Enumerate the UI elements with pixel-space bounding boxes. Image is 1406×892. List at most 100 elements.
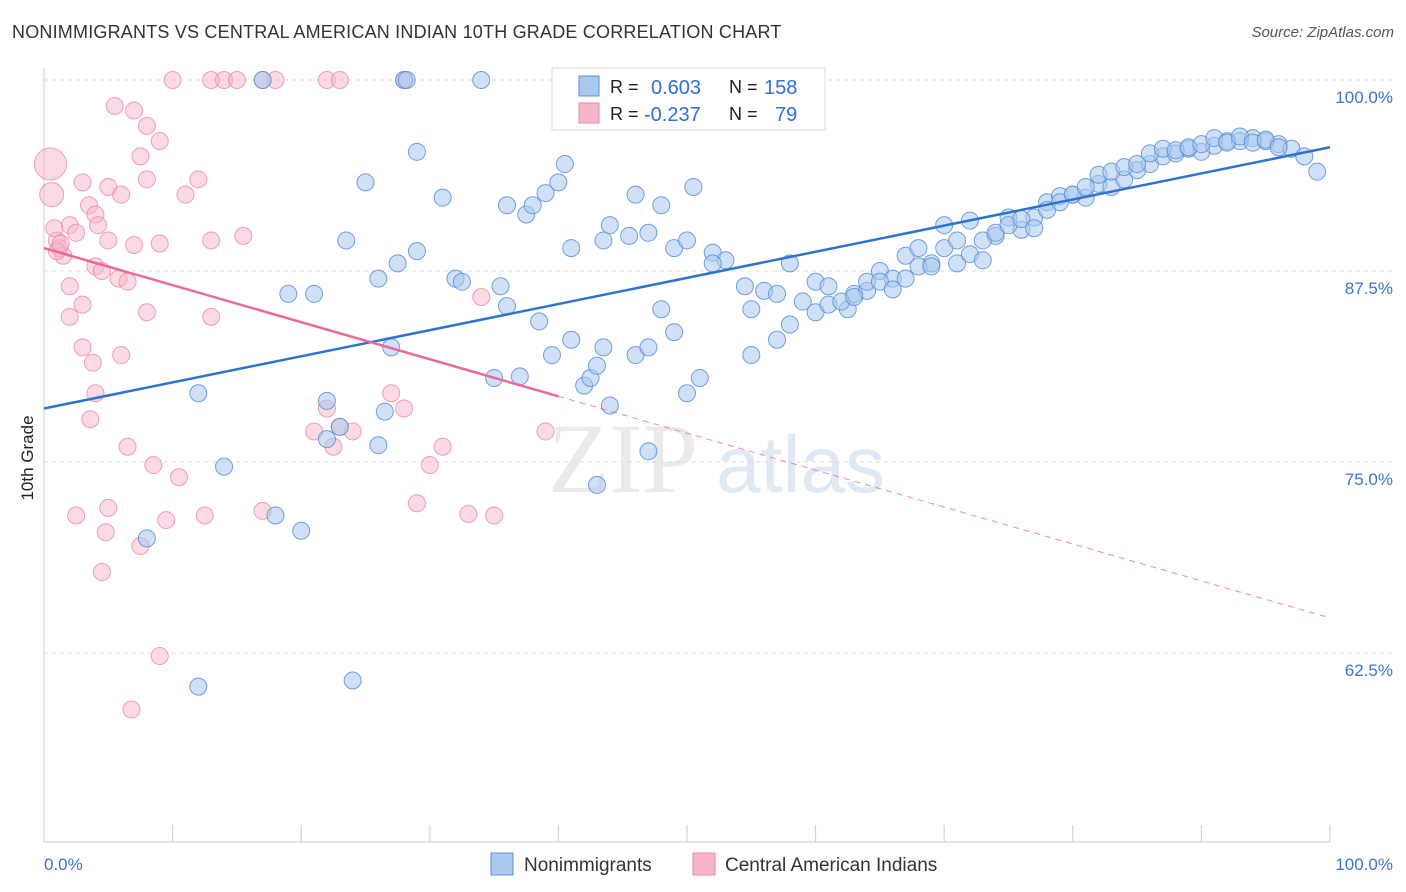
- pink-point-49: [99, 498, 118, 517]
- blue-point-5: [407, 142, 426, 161]
- pink-point-38: [73, 295, 92, 314]
- blue-point-143: [369, 436, 388, 455]
- pink-point-11: [137, 116, 156, 135]
- pink-point-57: [382, 384, 401, 403]
- bottom-legend-swatch-pink: [692, 852, 716, 876]
- pink-point-13: [131, 147, 150, 166]
- bottom-legend-swatch-blue: [490, 852, 514, 876]
- blue-point-104: [883, 280, 902, 299]
- blue-point-26: [735, 277, 754, 296]
- series-nonimmigrants: [137, 71, 1327, 696]
- blue-point-39: [909, 239, 928, 258]
- pink-point-42: [73, 338, 92, 357]
- blue-point-95: [768, 330, 787, 349]
- blue-point-150: [137, 529, 156, 548]
- blue-point-74: [369, 269, 388, 288]
- blue-point-32: [819, 277, 838, 296]
- blue-point-73: [305, 284, 324, 303]
- pink-point-72: [39, 182, 65, 208]
- pink-point-46: [81, 410, 100, 429]
- blue-point-105: [896, 269, 915, 288]
- pink-point-63: [459, 504, 478, 523]
- y-axis-title: 10th Grade: [18, 415, 37, 500]
- pink-point-59: [472, 287, 491, 306]
- blue-point-141: [215, 457, 234, 476]
- pink-point-43: [112, 346, 131, 365]
- chart-title: NONIMMIGRANTS VS CENTRAL AMERICAN INDIAN…: [12, 22, 782, 42]
- pink-point-0: [163, 71, 182, 89]
- blue-point-9: [523, 196, 542, 215]
- y-tick-labels: 100.0% 87.5% 75.0% 62.5%: [1335, 88, 1393, 680]
- blue-point-11: [549, 173, 568, 192]
- legend-r-label-2: R =: [610, 104, 639, 124]
- blue-point-147: [343, 671, 362, 690]
- blue-point-16: [620, 226, 639, 245]
- blue-point-14: [594, 231, 613, 250]
- blue-point-70: [1308, 162, 1327, 181]
- blue-point-90: [652, 300, 671, 319]
- blue-point-75: [388, 254, 407, 273]
- blue-point-44: [973, 251, 992, 270]
- blue-point-21: [678, 231, 696, 250]
- blue-point-6: [433, 188, 452, 207]
- pink-point-70: [150, 647, 169, 666]
- blue-point-87: [600, 396, 619, 415]
- pink-point-10: [125, 101, 144, 120]
- source-label: Source: ZipAtlas.com: [1251, 24, 1394, 41]
- pink-point-29: [125, 236, 144, 255]
- blue-point-89: [639, 338, 658, 357]
- pink-point-58: [395, 399, 414, 418]
- bottom-legend-label-nonimmigrants: Nonimmigrants: [524, 855, 652, 876]
- blue-point-42: [948, 254, 967, 273]
- blue-point-17: [626, 185, 645, 204]
- blue-point-145: [587, 475, 606, 494]
- pink-point-65: [485, 506, 504, 525]
- x-tick-label-1: 100.0%: [1335, 855, 1393, 874]
- legend-r-label-1: R =: [610, 77, 639, 97]
- pink-point-41: [60, 307, 79, 326]
- legend-n-value-1: 158: [764, 77, 797, 99]
- blue-point-119: [1076, 177, 1095, 196]
- legend: R = 0.603 N = 158 R = -0.237 N = 79: [551, 67, 826, 131]
- pink-point-24: [67, 223, 86, 242]
- blue-point-10: [536, 184, 555, 203]
- blue-point-0: [253, 71, 272, 89]
- pink-point-68: [92, 563, 111, 582]
- y-tick-label-2: 75.0%: [1345, 470, 1393, 489]
- legend-n-value-2: 79: [775, 104, 797, 126]
- pink-point-67: [67, 506, 86, 525]
- pink-point-48: [144, 456, 163, 475]
- blue-point-15: [600, 216, 619, 235]
- pink-point-39: [137, 303, 156, 322]
- pink-point-44: [83, 353, 102, 372]
- blue-point-93: [690, 368, 709, 387]
- pink-point-71: [33, 147, 67, 181]
- pink-point-32: [234, 226, 253, 245]
- y-tick-label-3: 62.5%: [1345, 661, 1393, 680]
- watermark-atlas: atlas: [716, 420, 885, 509]
- x-tick-label-0: 0.0%: [44, 855, 83, 874]
- blue-point-4: [356, 173, 375, 192]
- y-tick-label-1: 87.5%: [1345, 279, 1393, 298]
- pink-point-75: [45, 219, 64, 238]
- blue-point-123: [1128, 155, 1147, 174]
- blue-point-13: [562, 239, 581, 258]
- blue-point-115: [1025, 219, 1044, 238]
- blue-point-96: [780, 315, 799, 334]
- blue-point-19: [652, 196, 671, 215]
- pink-point-16: [112, 185, 131, 204]
- pink-point-76: [170, 468, 189, 487]
- pink-point-17: [176, 185, 195, 204]
- pink-point-30: [150, 234, 169, 253]
- trend-lines: [43, 146, 1331, 619]
- trend-line-central-american-indians: [43, 246, 559, 398]
- blue-point-82: [542, 346, 561, 365]
- legend-r-value-2: -0.237: [644, 104, 701, 126]
- pink-point-64: [536, 422, 555, 441]
- pink-point-62: [407, 494, 426, 513]
- bottom-legend-label-central-american-indians: Central American Indians: [725, 855, 937, 876]
- blue-point-142: [317, 430, 336, 449]
- blue-point-86: [594, 338, 613, 357]
- blue-point-71: [337, 231, 356, 250]
